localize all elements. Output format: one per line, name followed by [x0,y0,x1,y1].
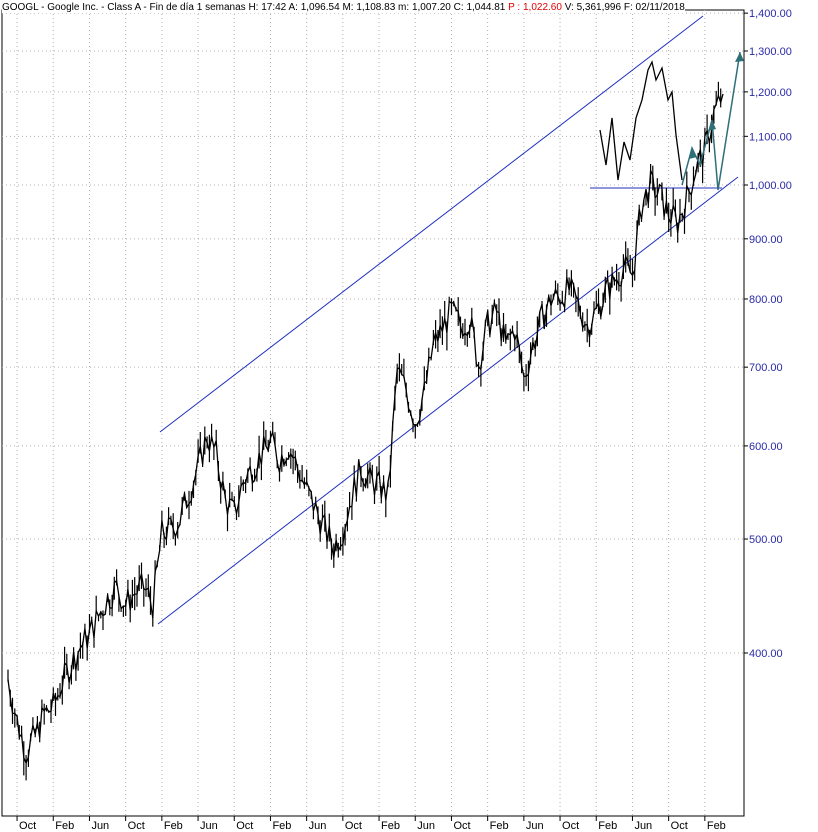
x-tick-label: Feb [381,820,400,832]
x-tick-label: Oct [453,820,470,832]
price-line-recent [599,60,683,181]
a-label: A: [288,2,298,13]
chart-header: GOOGL - Google Inc. - Class A - Fin de d… [2,2,685,13]
x-tick-label: Jun [417,820,435,832]
y-tick-label: 700.00 [749,362,783,374]
mi-label: m: [398,2,410,13]
y-tick-label: 800.00 [749,294,783,306]
y-tick-label: 600.00 [749,441,783,453]
c-value: 1,044.81 [466,2,506,13]
f-label: F: [623,2,633,13]
x-tick-label: Feb [164,820,183,832]
y-tick-label: 1,000.00 [749,180,792,192]
y-tick-label: 400.00 [749,648,783,660]
c-label: C: [453,2,464,13]
m-value: 1,108.83 [356,2,396,13]
projection-arrow-head [689,148,697,159]
v-label: V: [564,2,574,13]
h-label: H: [248,2,259,13]
y-tick-label: 1,300.00 [749,46,792,58]
projection-arrow-head [708,120,716,131]
lower-channel-line [157,176,739,625]
y-tick-label: 900.00 [749,234,783,246]
f-value: 02/11/2018 [635,2,685,13]
x-tick-label: Oct [345,820,362,832]
x-tick-label: Feb [55,820,74,832]
period-label: Fin de día 1 semanas [149,2,246,13]
x-tick-label: Jun [634,820,652,832]
y-tick-label: 500.00 [749,534,783,546]
p-value: 1,022.60 [522,2,562,13]
price-line [7,93,724,765]
x-tick-label: Jun [309,820,327,832]
y-tick-label: 1,400.00 [749,8,792,20]
x-tick-label: Oct [236,820,253,832]
mi-value: 1,007.20 [411,2,451,13]
x-tick-label: Jun [200,820,218,832]
x-tick-label: Oct [671,820,688,832]
v-value: 5,361,996 [576,2,622,13]
x-tick-label: Jun [91,820,109,832]
x-tick-label: Feb [272,820,291,832]
y-tick-label: 1,100.00 [749,131,792,143]
m-label: M: [342,2,354,13]
symbol: GOOGL [2,2,39,13]
x-tick-label: Oct [19,820,36,832]
p-label: P : [508,2,521,13]
plot-frame [1,9,745,817]
x-tick-label: Feb [707,820,726,832]
a-value: 1,096.54 [300,2,340,13]
projection-arrow-head [735,52,744,62]
x-tick-label: Feb [598,820,617,832]
x-tick-label: Jun [526,820,544,832]
x-tick-label: Oct [128,820,145,832]
x-tick-label: Feb [490,820,509,832]
security-name: Google Inc. - Class A [47,2,141,13]
x-tick-label: Oct [562,820,579,832]
h-value: 17:42 [261,2,287,13]
y-tick-label: 1,200.00 [749,87,792,99]
upper-channel-line [159,15,704,433]
